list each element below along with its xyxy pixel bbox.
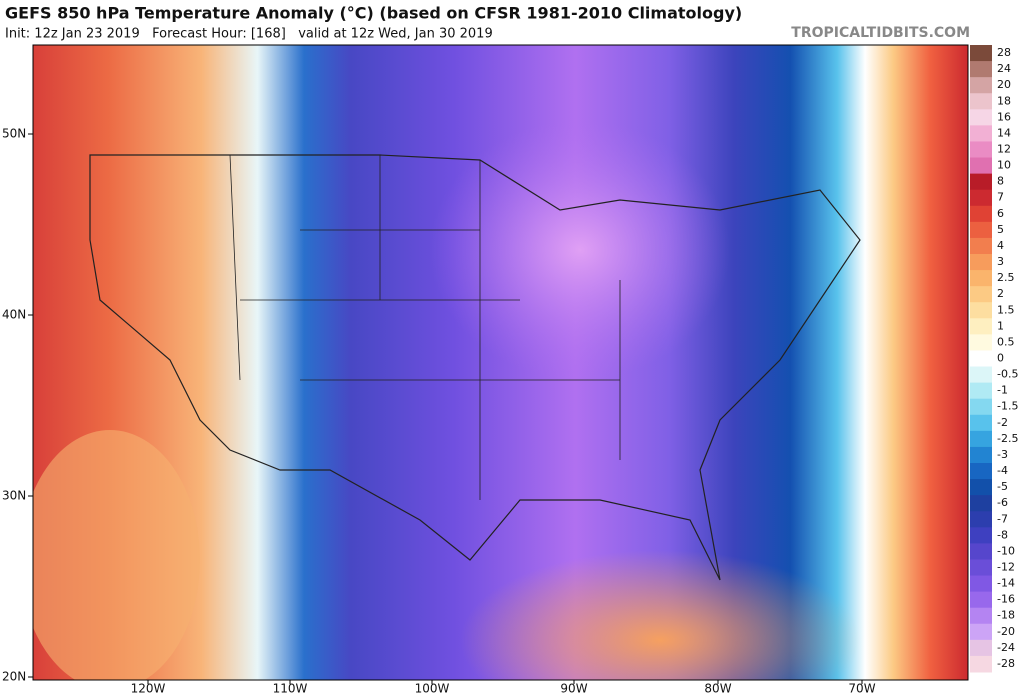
colorbar-swatch: [970, 141, 992, 159]
colorbar-label: 14: [997, 126, 1011, 139]
colorbar-label: 2: [997, 287, 1004, 300]
colorbar-label: -14: [997, 577, 1015, 590]
colorbar-swatch: [970, 109, 992, 126]
colorbar-label: -7: [997, 512, 1008, 525]
lon-label: 80W: [704, 682, 731, 696]
colorbar-swatch: [970, 334, 992, 351]
lon-label: 120W: [131, 682, 166, 696]
lat-label: 30N: [2, 489, 26, 503]
colorbar-swatch: [970, 495, 992, 512]
colorbar-swatch: [970, 511, 992, 528]
lat-label: 20N: [2, 670, 26, 684]
colorbar-swatch: [970, 205, 992, 223]
colorbar-label: 1.5: [997, 303, 1015, 316]
colorbar-label: 8: [997, 175, 1004, 188]
lon-label: 110W: [273, 682, 308, 696]
colorbar-label: 18: [997, 94, 1011, 107]
colorbar-label: 6: [997, 207, 1004, 220]
colorbar-swatch: [970, 575, 992, 593]
lon-label: 70W: [848, 682, 875, 696]
colorbar-label: 20: [997, 78, 1011, 91]
colorbar-label: -28: [997, 657, 1015, 670]
colorbar-label: 10: [997, 159, 1011, 172]
colorbar-swatch: [970, 125, 992, 142]
lon-label: 100W: [415, 682, 450, 696]
init-line: Init: 12z Jan 23 2019 Forecast Hour: [16…: [5, 27, 493, 42]
colorbar-label: 28: [997, 46, 1011, 59]
colorbar-swatch: [970, 398, 992, 416]
colorbar-swatch: [970, 430, 992, 448]
colorbar-label: -1: [997, 384, 1008, 397]
lon-label: 90W: [560, 682, 587, 696]
axis-labels: 50N 40N 30N 20N 120W 110W 100W 90W 80W 70W: [2, 127, 876, 696]
colorbar-swatch: [970, 254, 992, 271]
colorbar-label: 4: [997, 239, 1004, 252]
colorbar-swatch: [970, 527, 992, 544]
colorbar-swatch: [970, 77, 992, 94]
colorbar-swatch: [970, 463, 992, 480]
colorbar-swatch: [970, 639, 992, 657]
colorbar-swatch: [970, 543, 992, 560]
colorbar-swatch: [970, 623, 992, 641]
colorbar-label: -12: [997, 561, 1015, 574]
colorbar-swatch: [970, 591, 992, 609]
colorbar-label: 7: [997, 191, 1004, 204]
colorbar-label: -24: [997, 641, 1015, 654]
colorbar-swatch: [970, 221, 992, 239]
colorbar-swatch: [970, 382, 992, 400]
colorbar-label: -0.5: [997, 368, 1018, 381]
colorbar-label: -3: [997, 448, 1008, 461]
colorbar-swatch: [970, 446, 992, 464]
colorbar-swatch: [970, 318, 992, 335]
colorbar-label: -18: [997, 609, 1015, 622]
colorbar-swatch: [970, 286, 992, 303]
colorbar-label: -1.5: [997, 400, 1018, 413]
colorbar-swatch: [970, 302, 992, 319]
colorbar-label: 0.5: [997, 335, 1015, 348]
colorbar-label: 12: [997, 143, 1011, 156]
colorbar-swatch: [970, 607, 992, 625]
colorbar-swatch: [970, 237, 992, 255]
colorbar-swatch: [970, 655, 992, 673]
colorbar-swatch: [970, 350, 992, 368]
colorbar-label: 24: [997, 62, 1011, 75]
colorbar: 28 24 20 18 16 14 12 10 8 7 6 5 4 3 2.5 2 1.5 1 0.5 0 -0.5 -1…: [970, 45, 1018, 673]
colorbar-swatch: [970, 173, 992, 191]
colorbar-label: 2.5: [997, 271, 1015, 284]
map-field: [33, 45, 968, 680]
colorbar-label: -2.5: [997, 432, 1018, 445]
colorbar-label: 16: [997, 110, 1011, 123]
colorbar-swatch: [970, 479, 992, 496]
colorbar-swatch: [970, 559, 992, 577]
colorbar-label: -20: [997, 625, 1015, 638]
colorbar-label: -8: [997, 528, 1008, 541]
colorbar-swatch: [970, 189, 992, 207]
colorbar-swatch: [970, 270, 992, 287]
colorbar-swatch: [970, 45, 992, 62]
title: GEFS 850 hPa Temperature Anomaly (°C) (b…: [5, 4, 742, 23]
colorbar-swatch: [970, 61, 992, 78]
colorbar-label: 3: [997, 255, 1004, 268]
colorbar-label: -2: [997, 416, 1008, 429]
colorbar-label: -5: [997, 480, 1008, 493]
colorbar-swatch: [970, 414, 992, 432]
colorbar-label: -6: [997, 496, 1008, 509]
site-credit: TROPICALTIDBITS.COM: [791, 25, 970, 41]
lat-label: 50N: [2, 127, 26, 141]
colorbar-label: 0: [997, 352, 1004, 365]
colorbar-label: -10: [997, 544, 1015, 557]
lat-label: 40N: [2, 308, 26, 322]
colorbar-swatch: [970, 157, 992, 175]
colorbar-swatch: [970, 93, 992, 110]
colorbar-label: 1: [997, 319, 1004, 332]
colorbar-label: 5: [997, 223, 1004, 236]
colorbar-label: -16: [997, 593, 1015, 606]
colorbar-swatch: [970, 366, 992, 384]
colorbar-label: -4: [997, 464, 1008, 477]
